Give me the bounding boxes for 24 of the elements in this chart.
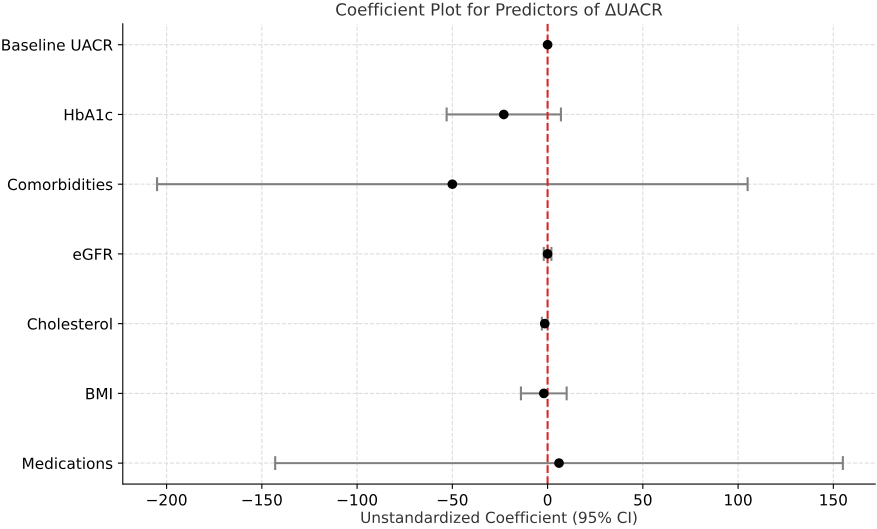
x-axis-title: Unstandardized Coefficient (95% CI)	[361, 511, 637, 525]
x-tick-label: 100	[725, 494, 752, 506]
point	[540, 318, 550, 329]
point	[542, 40, 552, 50]
chart-title: Coefficient Plot for Predictors of ΔUACR	[336, 2, 662, 16]
y-tick-label: eGFR	[73, 248, 113, 260]
y-tick-label: Comorbidities	[8, 178, 112, 190]
point	[542, 249, 552, 259]
x-tick-label: 0	[544, 494, 552, 506]
point	[447, 179, 458, 190]
y-tick-label: Cholesterol	[28, 318, 112, 330]
x-tick-label: −150	[242, 494, 282, 506]
x-tick-label: 50	[634, 494, 652, 506]
x-tick-label: −100	[338, 494, 378, 506]
y-tick-label: Baseline UACR	[2, 38, 113, 51]
x-tick-label: −50	[438, 494, 468, 506]
x-tick-label: 150	[820, 494, 847, 506]
y-tick-label: Medications	[23, 457, 112, 470]
point	[554, 458, 564, 468]
point	[538, 388, 549, 398]
x-tick-label: −200	[147, 494, 187, 506]
y-tick-label: BMI	[86, 388, 112, 400]
point	[498, 110, 509, 120]
y-tick-label: HbA1c	[64, 108, 112, 120]
